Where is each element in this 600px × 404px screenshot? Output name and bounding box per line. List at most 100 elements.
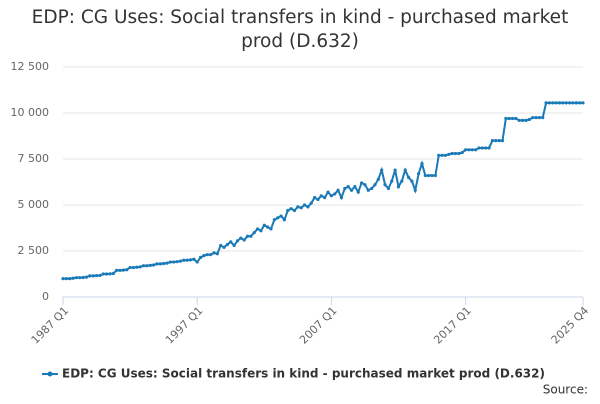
data-point — [403, 168, 407, 172]
data-point — [185, 258, 189, 262]
data-point — [266, 225, 270, 229]
data-point — [581, 101, 585, 105]
data-point — [510, 116, 515, 121]
data-point — [316, 197, 320, 202]
data-point — [433, 173, 437, 178]
y-tick-label: 2 500 — [18, 244, 50, 257]
data-point — [306, 205, 310, 209]
data-point — [326, 190, 330, 194]
data-point — [209, 253, 213, 257]
data-point — [346, 185, 350, 189]
data-point — [151, 263, 156, 267]
data-point — [192, 257, 196, 261]
data-point — [507, 116, 511, 121]
data-point — [309, 201, 313, 205]
data-point — [64, 277, 68, 281]
data-point — [474, 148, 478, 152]
data-point — [225, 242, 229, 247]
data-point — [172, 260, 176, 264]
data-point — [94, 274, 99, 278]
data-point — [537, 116, 541, 120]
data-point — [534, 116, 538, 120]
data-point — [182, 258, 186, 262]
data-point — [198, 255, 203, 260]
data-point — [292, 208, 297, 213]
data-point — [319, 194, 323, 198]
data-point — [574, 101, 578, 105]
x-tick-label: 2007 Q1 — [297, 304, 340, 347]
x-tick-label: 2017 Q1 — [431, 304, 474, 347]
data-point — [527, 117, 531, 122]
data-point — [131, 265, 136, 270]
data-point — [195, 260, 199, 264]
data-point — [145, 264, 149, 268]
data-point — [138, 265, 142, 269]
data-point — [343, 186, 347, 191]
data-point — [168, 260, 172, 264]
data-point — [564, 101, 568, 105]
x-tick-label: 2025 Q4 — [549, 304, 592, 347]
data-point — [557, 101, 562, 105]
data-point — [500, 139, 505, 143]
data-point — [457, 151, 461, 156]
data-point — [477, 146, 481, 150]
data-point — [531, 116, 535, 120]
data-point — [98, 273, 102, 278]
x-tick-label: 1987 Q1 — [29, 304, 72, 347]
data-point — [229, 240, 233, 244]
data-point — [81, 275, 85, 280]
data-point — [105, 272, 109, 276]
data-point — [155, 262, 159, 266]
x-tick-label: 1997 Q1 — [163, 304, 206, 347]
data-point — [487, 146, 491, 150]
data-point — [101, 272, 105, 276]
data-point — [366, 188, 370, 192]
data-point — [178, 259, 183, 263]
data-point — [118, 268, 122, 272]
data-point — [450, 151, 454, 156]
data-point — [567, 101, 572, 105]
data-point — [497, 139, 501, 143]
data-point — [276, 216, 280, 220]
data-point — [158, 262, 162, 266]
data-point — [289, 207, 293, 211]
data-point — [215, 252, 219, 256]
data-point — [467, 148, 471, 152]
data-point — [84, 275, 89, 279]
data-point — [239, 236, 243, 240]
data-point — [323, 196, 327, 200]
legend-marker — [47, 371, 53, 377]
data-point — [141, 264, 146, 268]
data-point — [427, 173, 431, 178]
data-point — [390, 179, 394, 183]
data-point — [115, 268, 119, 272]
data-point — [272, 218, 276, 222]
data-point — [417, 172, 421, 176]
data-point — [336, 188, 340, 192]
data-point — [494, 139, 498, 143]
data-point — [480, 146, 484, 150]
data-point — [165, 261, 169, 265]
data-point — [383, 183, 387, 187]
data-point — [88, 274, 92, 278]
data-point — [222, 245, 226, 249]
data-point — [504, 116, 508, 121]
data-point — [359, 181, 364, 185]
data-point — [121, 268, 125, 272]
data-point — [363, 183, 367, 187]
data-point — [333, 192, 337, 196]
data-point — [514, 116, 518, 121]
data-point — [484, 146, 488, 150]
data-point — [286, 208, 290, 213]
data-point — [78, 276, 82, 280]
data-point — [125, 268, 129, 272]
data-point — [400, 179, 404, 183]
data-point — [423, 173, 427, 178]
data-point — [188, 258, 193, 262]
data-point — [437, 153, 441, 157]
data-point — [541, 116, 545, 120]
data-point — [356, 190, 360, 194]
data-point — [443, 153, 448, 157]
